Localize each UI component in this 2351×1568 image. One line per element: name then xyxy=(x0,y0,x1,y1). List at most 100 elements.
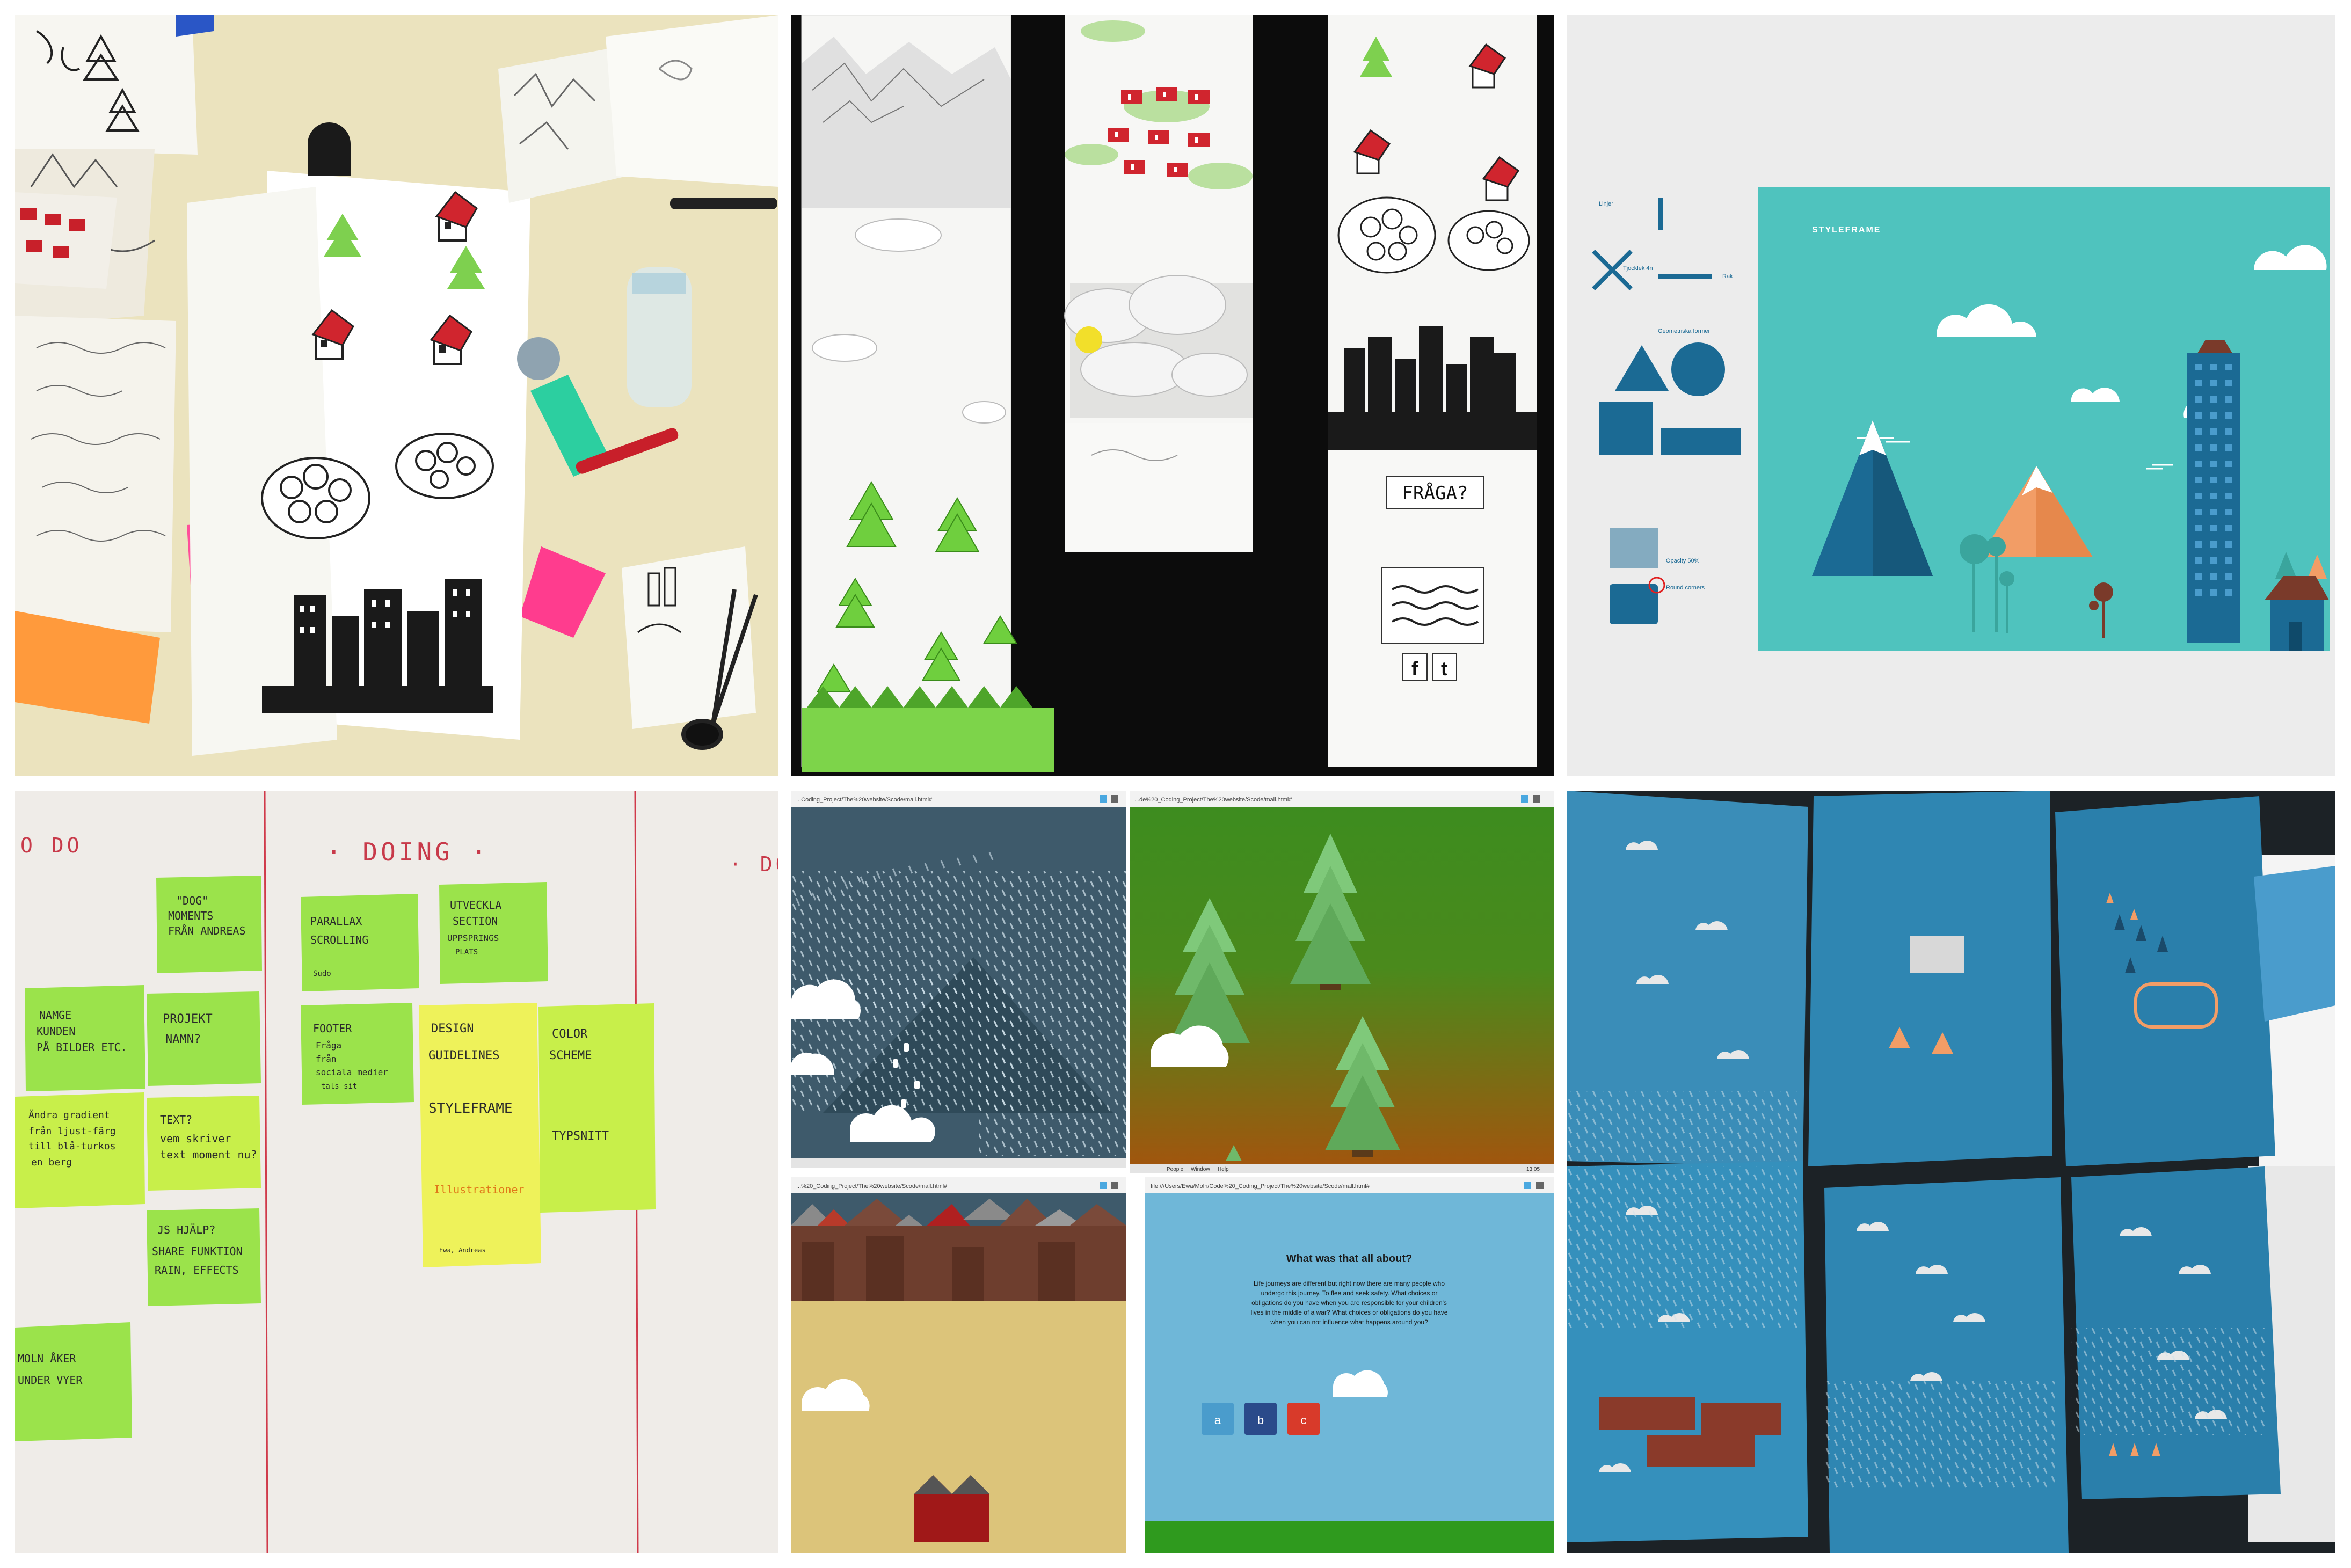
menu-help[interactable]: Help xyxy=(1218,1166,1229,1172)
storm-cloud-2 xyxy=(395,433,494,499)
rain-clouds xyxy=(791,979,936,1142)
url-bar-forest[interactable]: ...de%20_Coding_Project/The%20website/Sc… xyxy=(1134,797,1292,803)
panel-styleframe: Linjer Tjocklek 4n Rak Geometriska forme… xyxy=(1567,15,2335,776)
print-crumbled-cloud xyxy=(1910,936,1964,973)
red-house-row xyxy=(20,208,85,258)
panel-paper-wall: FRÅGA? f t xyxy=(791,15,1554,776)
sticky-note-utveckla[interactable]: UTVECKLA SECTION UPPSPRINGS PLATS xyxy=(439,882,548,984)
styleframe-canvas xyxy=(1758,187,2330,651)
yellow-sun xyxy=(1075,326,1102,353)
column-header-todo: O DO xyxy=(20,834,83,857)
tumblr-icon xyxy=(1432,653,1457,681)
styleframe-title: STYLEFRAME xyxy=(1812,225,1881,235)
question-cloud xyxy=(1333,1370,1388,1397)
print-sheet-2 xyxy=(1808,791,2052,1166)
menu-people[interactable]: People xyxy=(1167,1166,1184,1172)
sticky-note-namge-kunden[interactable]: NAMGE KUNDEN PÅ BILDER ETC. xyxy=(25,985,145,1091)
legend-straight: Rak xyxy=(1722,273,1733,280)
grass-footer xyxy=(1145,1521,1554,1553)
sticky-note-text[interactable]: TEXT? vem skriver text moment nu? xyxy=(147,1096,261,1191)
print-sheet-5 xyxy=(1824,1177,2069,1553)
arch-cutout xyxy=(308,122,351,176)
sketch-paper-trees xyxy=(15,15,198,155)
styleframe-board: Linjer Tjocklek 4n Rak Geometriska forme… xyxy=(1567,15,2335,776)
tumblr-letter: t xyxy=(1441,658,1447,680)
sticky-note-moln-aker[interactable]: MOLN ÅKER UNDER VYER xyxy=(15,1322,132,1441)
print-village xyxy=(1599,1397,1781,1467)
grass-strip xyxy=(802,708,1054,772)
house-cutout-2 xyxy=(311,309,354,360)
mountain-cutout xyxy=(802,37,1011,208)
column-header-doing: · DOING · xyxy=(326,837,489,866)
print-rain-dots xyxy=(1567,1091,2265,1489)
shape-square xyxy=(1599,402,1653,455)
sticky-note-design-guidelines[interactable]: DESIGN GUIDELINES STYLEFRAME Illustrationer… xyxy=(419,1003,541,1267)
wall-house-3 xyxy=(1482,156,1520,201)
green-glue-bottle xyxy=(530,375,611,477)
panel-browser-grid: ...Coding_Project/The%20website/Scode/ma… xyxy=(791,791,1554,1553)
wall-storm-cloud-2 xyxy=(1447,210,1530,271)
paper-wall-photo: FRÅGA? f t xyxy=(791,15,1554,776)
orange-post-it xyxy=(15,611,160,724)
water-bottle xyxy=(627,267,692,407)
wall-skyline xyxy=(1328,326,1537,450)
scissors xyxy=(681,589,758,750)
legend-round: Round corners xyxy=(1666,585,1705,591)
sticky-note-js-hjalp[interactable]: JS HJÄLP? SHARE FUNKTION RAIN, EFFECTS xyxy=(147,1208,261,1306)
swatch-opacity xyxy=(1610,528,1658,568)
question-title: What was that all about? xyxy=(1286,1253,1412,1265)
url-bar-question[interactable]: file:///Users/Ewa/Moln/Code%20_Coding_Pr… xyxy=(1151,1183,1370,1190)
red-houses xyxy=(914,1475,989,1542)
answer-button-c[interactable]: c xyxy=(1287,1403,1320,1435)
svg-text:when you can not influence wha: when you can not influence what happens … xyxy=(1270,1318,1428,1326)
legend-opacity: Opacity 50% xyxy=(1666,558,1700,564)
sticky-note-footer[interactable]: FOOTER Fråga från sociala medier tals sit xyxy=(301,1003,414,1105)
house-cutout-3 xyxy=(430,314,472,365)
wall-house-2 xyxy=(1353,129,1391,174)
menu-window[interactable]: Window xyxy=(1191,1166,1210,1172)
print-sheet-1 xyxy=(1567,791,1808,1166)
answer-button-b[interactable]: b xyxy=(1244,1403,1277,1435)
browser-window-village: ...%20_Coding_Project/The%20website/Scod… xyxy=(791,1177,1126,1553)
url-bar-rain[interactable]: ...Coding_Project/The%20website/Scode/ma… xyxy=(796,797,933,803)
wall-storm-cloud-1 xyxy=(1337,196,1436,274)
sticky-note-andra-gradient[interactable]: Ändra gradient från ljust-färg till blå-tu… xyxy=(15,1092,145,1208)
browser-window-forest: ...de%20_Coding_Project/The%20website/Sc… xyxy=(1130,791,1554,1173)
svg-text:a: a xyxy=(1214,1413,1221,1427)
sticky-note-parallax[interactable]: PARALLAX SCROLLING Sudo xyxy=(301,894,419,991)
sticky-note-color-scheme[interactable]: COLOR SCHEME TYPSNITT xyxy=(538,1003,656,1213)
shape-rectangle xyxy=(1661,428,1741,455)
browser-window-question: file:///Users/Ewa/Moln/Code%20_Coding_Pr… xyxy=(1145,1177,1554,1553)
sticky-note-projekt-namn[interactable]: PROJEKT NAMN? xyxy=(147,991,261,1086)
menu-clock: 13:05 xyxy=(1526,1166,1540,1172)
print-orange-mountains xyxy=(1889,1027,1953,1054)
forest-cloud xyxy=(1151,1025,1229,1067)
sketch-paper-scribbles xyxy=(15,316,176,632)
browser-screens: ...Coding_Project/The%20website/Scode/ma… xyxy=(791,791,1554,1553)
house-cutout-1 xyxy=(435,191,478,242)
paper-trees xyxy=(817,480,1017,692)
column-header-done: · DO xyxy=(729,852,778,876)
answer-button-a[interactable]: a xyxy=(1202,1403,1234,1435)
print-sheet-3 xyxy=(2055,796,2275,1166)
column-divider-1 xyxy=(264,791,268,1553)
url-bar-village[interactable]: ...%20_Coding_Project/The%20website/Scod… xyxy=(796,1183,948,1190)
village-cloud xyxy=(802,1379,870,1411)
wind-lines xyxy=(1857,437,2173,470)
browser-window-rain: ...Coding_Project/The%20website/Scode/ma… xyxy=(791,791,1126,1168)
panel-sketch-table xyxy=(15,15,778,776)
mac-menu-bar xyxy=(1130,1164,1554,1173)
sticky-note-dog-moments[interactable]: "DOG" MOMENTS FRÅN ANDREAS xyxy=(156,876,262,973)
